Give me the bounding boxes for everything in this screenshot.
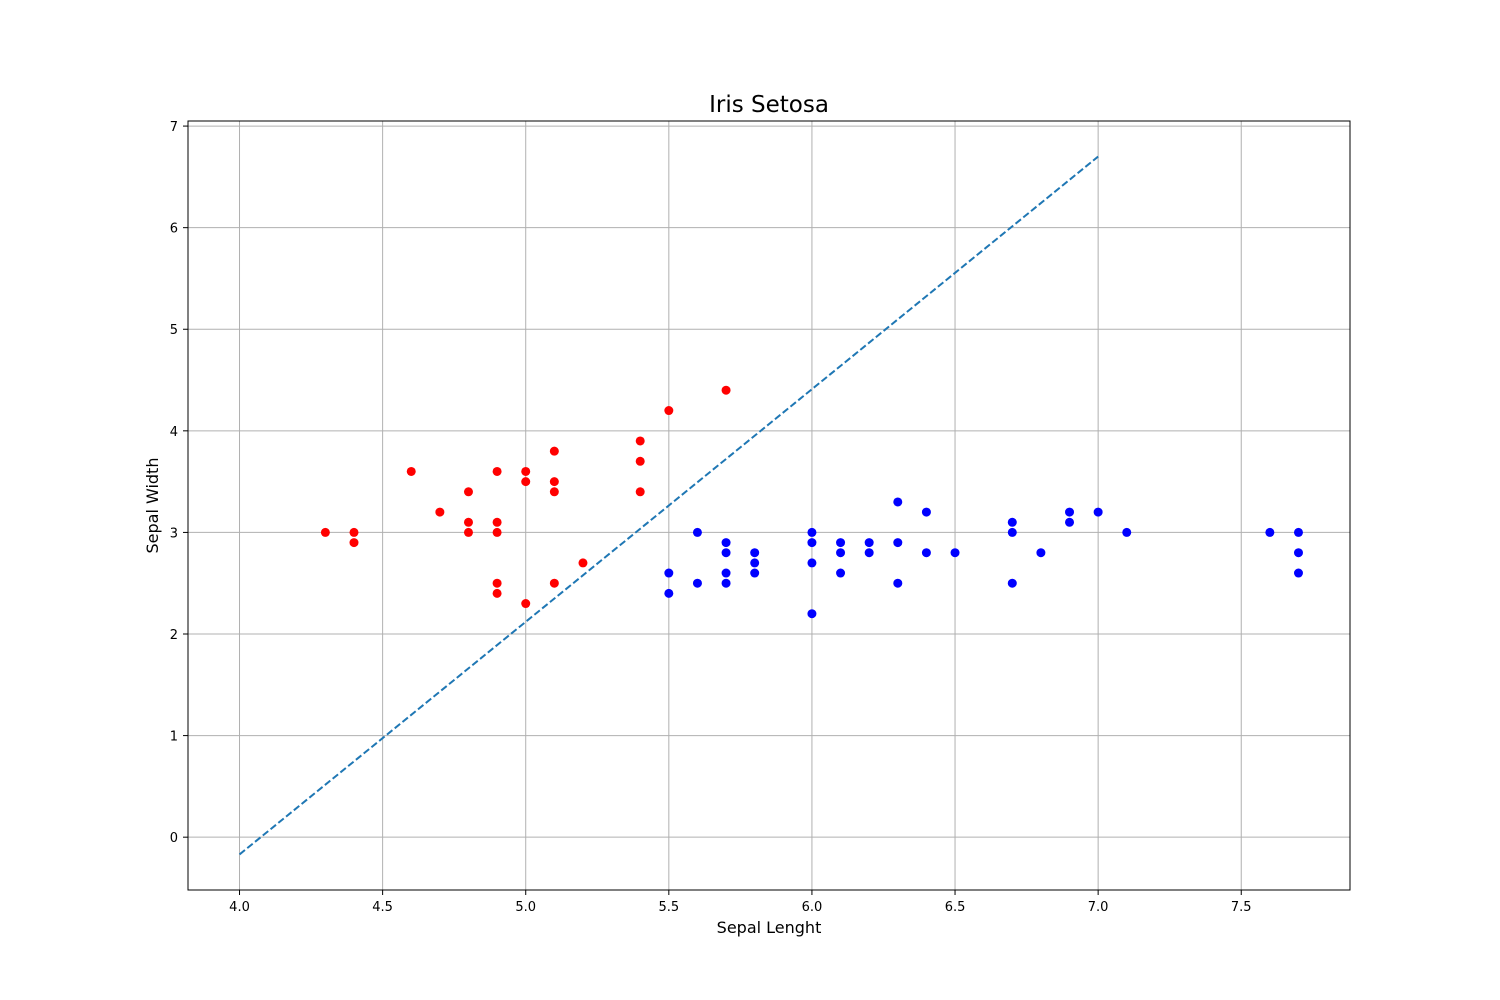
data-point xyxy=(635,436,645,446)
data-point xyxy=(893,497,903,507)
y-axis-label: Sepal Width xyxy=(143,458,162,554)
data-point xyxy=(349,538,359,548)
y-tick-label: 1 xyxy=(170,730,178,745)
data-point xyxy=(864,538,874,548)
data-point xyxy=(721,538,731,548)
x-axis-ticks: 4.0 4.5 5.0 5.5 6.0 6.5 7.0 7.5 xyxy=(229,890,1252,915)
data-point xyxy=(549,487,559,497)
data-point xyxy=(921,548,931,558)
y-tick-label: 7 xyxy=(170,120,178,135)
data-point xyxy=(635,487,645,497)
x-tick-label: 5.5 xyxy=(658,900,679,915)
data-point xyxy=(549,477,559,487)
x-tick-label: 4.0 xyxy=(229,900,250,915)
data-point xyxy=(950,548,960,558)
data-point xyxy=(664,406,674,416)
y-tick-label: 0 xyxy=(170,831,178,846)
data-point xyxy=(921,507,931,517)
data-point xyxy=(1036,548,1046,558)
x-tick-label: 6.0 xyxy=(802,900,823,915)
data-point xyxy=(349,527,359,537)
decision-boundary-line xyxy=(238,155,1099,856)
y-tick-label: 3 xyxy=(170,526,178,541)
data-point xyxy=(750,568,760,578)
data-point xyxy=(1293,527,1303,537)
data-point xyxy=(1007,517,1017,527)
data-point xyxy=(521,466,531,476)
x-axis-label: Sepal Lenght xyxy=(717,918,822,937)
data-points-layer xyxy=(320,385,1303,619)
data-point xyxy=(664,588,674,598)
x-tick-label: 4.5 xyxy=(372,900,393,915)
data-point xyxy=(893,538,903,548)
data-point xyxy=(836,548,846,558)
data-point xyxy=(463,527,473,537)
data-point xyxy=(1007,578,1017,588)
data-point xyxy=(463,517,473,527)
data-point xyxy=(750,558,760,568)
y-tick-label: 5 xyxy=(170,323,178,338)
data-point xyxy=(435,507,445,517)
y-axis-ticks: 0 1 2 3 4 5 6 7 xyxy=(170,120,188,846)
data-point xyxy=(492,578,502,588)
data-point xyxy=(721,548,731,558)
chart-title: Iris Setosa xyxy=(709,92,829,118)
data-point xyxy=(807,527,817,537)
y-tick-label: 4 xyxy=(170,425,178,440)
x-tick-label: 6.5 xyxy=(945,900,966,915)
y-tick-label: 6 xyxy=(170,222,178,237)
data-point xyxy=(836,568,846,578)
data-point xyxy=(864,548,874,558)
data-point xyxy=(1065,517,1075,527)
data-point xyxy=(1293,548,1303,558)
data-point xyxy=(836,538,846,548)
data-point xyxy=(692,527,702,537)
data-point xyxy=(1093,507,1103,517)
data-point xyxy=(521,599,531,609)
data-point xyxy=(893,578,903,588)
data-point xyxy=(320,527,330,537)
data-point xyxy=(692,578,702,588)
data-point xyxy=(1265,527,1275,537)
data-point xyxy=(549,578,559,588)
data-point xyxy=(492,527,502,537)
x-tick-label: 7.5 xyxy=(1231,900,1252,915)
data-point xyxy=(807,538,817,548)
data-point xyxy=(578,558,588,568)
x-tick-label: 5.0 xyxy=(515,900,536,915)
data-point xyxy=(1122,527,1132,537)
data-point xyxy=(549,446,559,456)
data-point xyxy=(721,578,731,588)
data-point xyxy=(664,568,674,578)
data-point xyxy=(492,466,502,476)
data-point xyxy=(721,385,731,395)
x-tick-label: 7.0 xyxy=(1088,900,1109,915)
data-point xyxy=(807,558,817,568)
data-point xyxy=(1293,568,1303,578)
decision-boundary-layer xyxy=(238,155,1099,856)
data-point xyxy=(1007,527,1017,537)
grid xyxy=(188,121,1350,890)
plot-frame xyxy=(187,120,1351,891)
data-point xyxy=(807,609,817,619)
data-point xyxy=(750,548,760,558)
data-point xyxy=(463,487,473,497)
data-point xyxy=(492,588,502,598)
data-point xyxy=(635,456,645,466)
data-point xyxy=(521,477,531,487)
data-point xyxy=(492,517,502,527)
y-tick-label: 2 xyxy=(170,628,178,643)
data-point xyxy=(406,466,416,476)
data-point xyxy=(721,568,731,578)
data-point xyxy=(1065,507,1075,517)
